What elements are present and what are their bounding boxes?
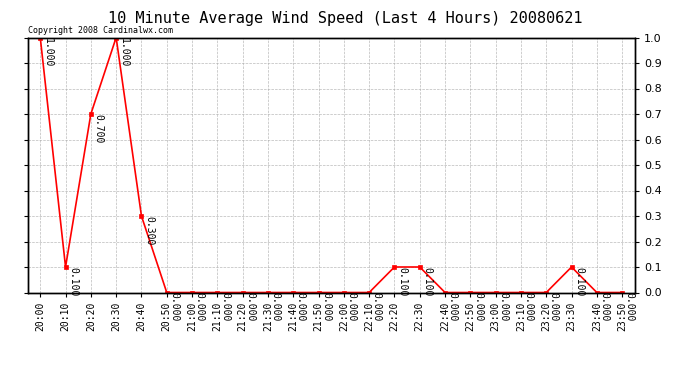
Text: 0.300: 0.300 xyxy=(144,216,154,245)
Text: 0.000: 0.000 xyxy=(195,292,204,322)
Text: 0.000: 0.000 xyxy=(473,292,483,322)
Text: 0.100: 0.100 xyxy=(68,267,78,296)
Text: 0.000: 0.000 xyxy=(270,292,280,322)
Text: 0.000: 0.000 xyxy=(524,292,533,322)
Text: 0.000: 0.000 xyxy=(346,292,356,322)
Text: 0.000: 0.000 xyxy=(245,292,255,322)
Text: 0.000: 0.000 xyxy=(600,292,609,322)
Text: 0.700: 0.700 xyxy=(93,114,104,143)
Text: 0.100: 0.100 xyxy=(397,267,407,296)
Text: 0.000: 0.000 xyxy=(220,292,230,322)
Text: 0.000: 0.000 xyxy=(372,292,382,322)
Text: 0.000: 0.000 xyxy=(169,292,179,322)
Text: 1.000: 1.000 xyxy=(119,38,128,67)
Text: 0.100: 0.100 xyxy=(574,267,584,296)
Text: 0.000: 0.000 xyxy=(321,292,331,322)
Text: 0.000: 0.000 xyxy=(296,292,306,322)
Text: 0.000: 0.000 xyxy=(624,292,635,322)
Text: 10 Minute Average Wind Speed (Last 4 Hours) 20080621: 10 Minute Average Wind Speed (Last 4 Hou… xyxy=(108,11,582,26)
Text: Copyright 2008 Cardinalwx.com: Copyright 2008 Cardinalwx.com xyxy=(28,26,172,35)
Text: 0.100: 0.100 xyxy=(422,267,432,296)
Text: 1.000: 1.000 xyxy=(43,38,52,67)
Text: 0.000: 0.000 xyxy=(448,292,457,322)
Text: 0.000: 0.000 xyxy=(498,292,508,322)
Text: 0.000: 0.000 xyxy=(549,292,559,322)
